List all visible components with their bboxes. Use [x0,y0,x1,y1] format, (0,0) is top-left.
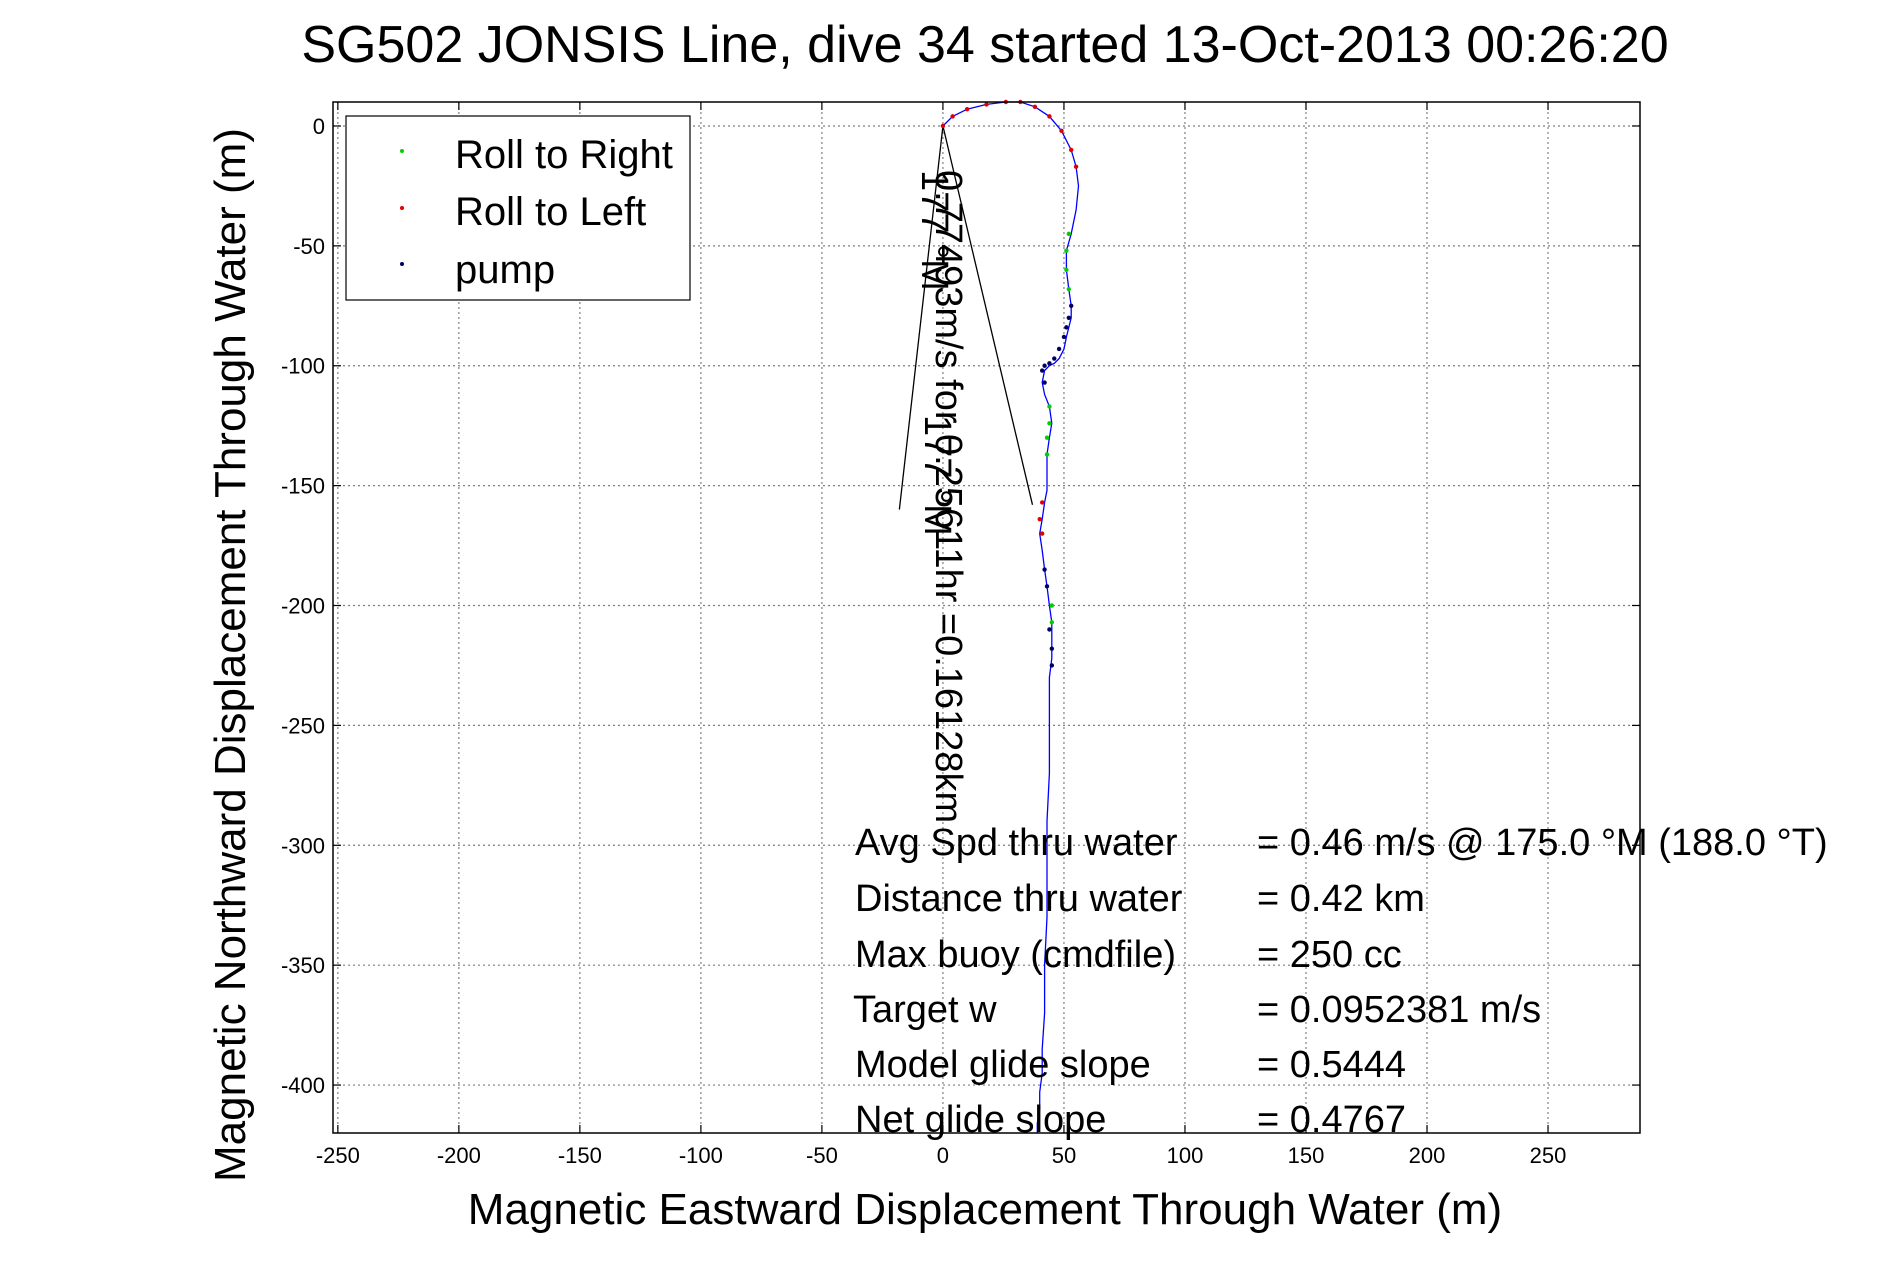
pump-point [1056,346,1062,352]
roll-left-point [1039,500,1045,505]
y-tick-label: -300 [281,833,325,858]
stat-value-max-buoy: = 250 cc [1257,934,1402,976]
roll-left-point [1073,164,1079,169]
stat-value-net-glide: = 0.4767 [1257,1099,1406,1141]
stat-value-distance: = 0.42 km [1257,878,1425,920]
roll-left-point [1039,531,1045,536]
current-annotation-line3: 177 °M [916,415,958,536]
x-tick-label: -150 [558,1143,602,1168]
roll-right-point [1047,404,1052,409]
roll-right-point [1064,248,1069,253]
pump-point [1052,356,1057,361]
x-tick-label: 150 [1288,1143,1325,1168]
stat-label-avg-speed: Avg Spd thru water [855,822,1178,864]
pump-point [1049,646,1055,651]
current-annotation-line1: 0.77493m/s for 0.25611hr =0.16128km [927,170,969,823]
legend-label-pump: pump [455,248,555,292]
x-tick-label: 100 [1167,1143,1204,1168]
roll-right-point [1064,267,1069,273]
roll-right-point [1047,421,1052,426]
pump-point [1047,627,1052,632]
legend-marker-roll-left [400,206,404,210]
pump-point [1069,303,1074,309]
roll-left-point [1032,104,1038,109]
legend-marker-roll-right [400,149,404,153]
pump-point [1047,361,1052,366]
stat-label-distance: Distance thru water [855,878,1183,920]
x-tick-label: 200 [1409,1143,1446,1168]
plot-frame [332,101,1641,1134]
pump-point [1061,334,1067,340]
roll-left-point [984,102,989,107]
y-tick-label: -200 [281,594,325,619]
y-tick-label: -50 [293,234,325,259]
pump-point [1044,584,1050,589]
y-tick-label: -150 [281,474,325,499]
stat-label-target-w: Target w [853,989,997,1031]
x-tick-label: 0 [937,1143,949,1168]
chart-title: SG502 JONSIS Line, dive 34 started 13-Oc… [301,16,1668,74]
legend-label-roll-right: Roll to Right [455,133,673,177]
x-tick-label: 50 [1052,1143,1076,1168]
pump-point [1042,380,1047,385]
roll-left-point [964,106,970,112]
legend: Roll to Right Roll to Left pump [345,115,691,301]
ticks: -250 -200 -150 -100 -50 0 50 100 150 200 250 0 -50 -1… [281,102,1640,1168]
legend-marker-pump [400,262,404,266]
current-annotation-line2: 177 °M [913,170,955,291]
roll-right-point [1044,435,1050,440]
current-arrow-shaft [898,125,944,510]
x-tick-label: 250 [1530,1143,1567,1168]
roll-right-point [1044,452,1050,457]
pump-point [1042,567,1047,572]
pump-point [1066,315,1071,320]
roll-left-point [1047,114,1052,119]
roll-left-point [940,123,946,129]
pump-point [1049,663,1055,668]
roll-left-point [950,114,955,119]
track-line [942,101,1080,1133]
x-tick-label: -50 [806,1143,838,1168]
x-tick-label: -100 [679,1143,723,1168]
stat-value-target-w: = 0.0952381 m/s [1257,989,1541,1031]
pump-point [1039,368,1045,373]
roll-right-point [1049,620,1055,625]
x-axis-label: Magnetic Eastward Displacement Through W… [468,1185,1502,1234]
y-tick-label: -350 [281,953,325,978]
y-tick-label: -100 [281,354,325,379]
pump-point [1064,325,1069,330]
stat-value-avg-speed: = 0.46 m/s @ 175.0 °M (188.0 °T) [1257,822,1828,864]
track-series [942,101,1080,1133]
current-arrow-head [942,125,1034,505]
roll-right-point [1066,231,1071,237]
markers [940,99,1079,668]
current-arrow [898,125,1034,510]
roll-right-point [1066,286,1071,292]
y-tick-label: -250 [281,713,325,738]
legend-label-roll-left: Roll to Left [455,190,646,234]
y-axis-label: Magnetic Northward Displacement Through … [206,128,255,1182]
stat-label-net-glide: Net glide slope [855,1099,1106,1141]
roll-left-point [1059,128,1064,133]
roll-right-point [1049,603,1055,608]
y-tick-label: 0 [313,114,325,139]
stat-value-model-glide: = 0.5444 [1257,1044,1406,1086]
y-tick-label: -400 [281,1073,325,1098]
x-tick-label: -200 [437,1143,481,1168]
stat-label-max-buoy: Max buoy (cmdfile) [855,934,1176,976]
roll-left-point [1037,516,1042,522]
dive-stats: Avg Spd thru water = 0.46 m/s @ 175.0 °M… [853,822,1828,1141]
x-tick-label: -250 [316,1143,360,1168]
pump-point [1042,363,1047,368]
stat-label-model-glide: Model glide slope [855,1044,1151,1086]
roll-left-point [1069,147,1074,153]
